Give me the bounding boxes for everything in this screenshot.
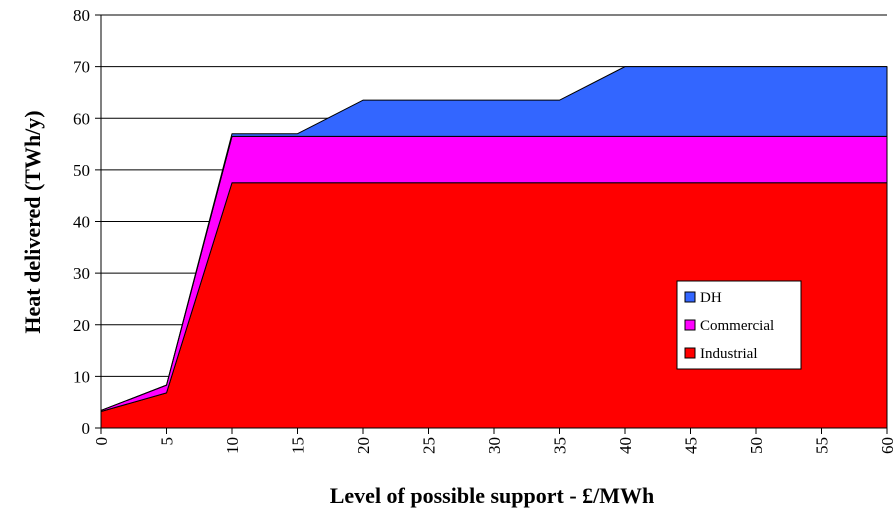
y-axis-title: Heat delivered (TWh/y) xyxy=(20,110,45,333)
y-tick-label: 30 xyxy=(73,264,90,283)
y-tick-label: 70 xyxy=(73,58,90,77)
x-tick-label: 10 xyxy=(223,437,242,454)
y-tick-label: 0 xyxy=(82,419,91,438)
legend-label-commercial: Commercial xyxy=(700,318,774,334)
x-tick-label: 60 xyxy=(878,437,896,454)
legend-swatch-commercial xyxy=(684,319,696,331)
legend-swatch-dh xyxy=(684,291,696,303)
y-tick-label: 50 xyxy=(73,161,90,180)
x-tick-label: 0 xyxy=(92,437,111,446)
y-tick-label: 60 xyxy=(73,109,90,128)
legend-box xyxy=(676,280,802,370)
area-dh xyxy=(100,66,888,411)
area-series xyxy=(100,66,888,429)
x-tick-label: 35 xyxy=(551,437,570,454)
x-tick-label: 40 xyxy=(616,437,635,454)
x-tick-label: 20 xyxy=(354,437,373,454)
legend-label-industrial: Industrial xyxy=(700,346,758,362)
y-tick-label: 80 xyxy=(73,6,90,25)
legend-swatch-industrial xyxy=(684,347,696,359)
x-tick-label: 50 xyxy=(747,437,766,454)
x-tick-label: 45 xyxy=(682,437,701,454)
x-axis-title: Level of possible support - £/MWh xyxy=(330,483,655,508)
legend-label-dh: DH xyxy=(700,290,722,306)
x-tick-label: 55 xyxy=(813,437,832,454)
x-tick-label: 30 xyxy=(485,437,504,454)
axes xyxy=(100,15,888,434)
y-tick-label: 20 xyxy=(73,316,90,335)
y-tick-labels: 0 10 20 30 40 50 60 70 80 xyxy=(73,6,90,438)
x-tick-label: 5 xyxy=(158,437,177,446)
x-tick-label: 15 xyxy=(289,437,308,454)
x-tick-label: 25 xyxy=(420,437,439,454)
legend: DH Commercial Industrial xyxy=(676,280,802,370)
y-tick-label: 10 xyxy=(73,367,90,386)
y-tick-label: 40 xyxy=(73,213,90,232)
x-tick-labels: 0 5 10 15 20 25 30 35 40 45 50 55 60 xyxy=(92,437,896,454)
